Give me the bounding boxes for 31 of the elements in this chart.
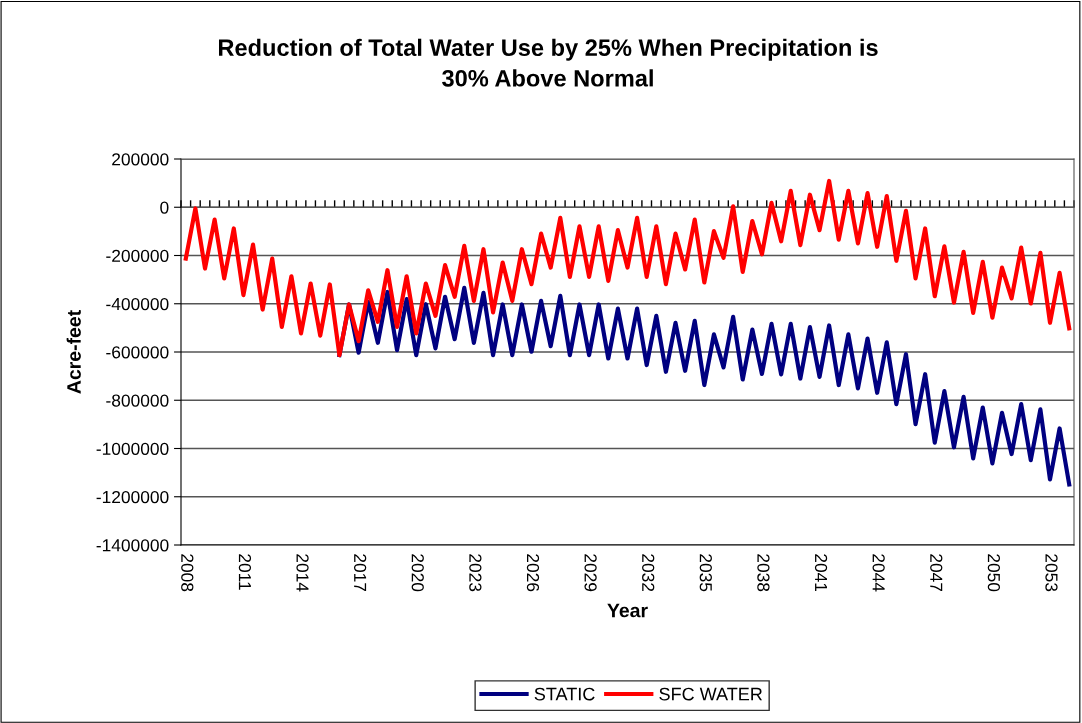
y-tick-label: -1400000 xyxy=(96,539,169,552)
y-axis-title: Acre-feet xyxy=(66,310,81,394)
x-tick-label: 2026 xyxy=(526,554,540,592)
chart-title: Reduction of Total Water Use by 25% When Precipitation is 30% Above Normal xyxy=(219,38,878,87)
y-tick-label: -200000 xyxy=(106,249,169,262)
x-tick-label: 2041 xyxy=(814,554,828,592)
x-tick-label: 2014 xyxy=(296,554,309,592)
x-tick-label: 2047 xyxy=(930,554,943,592)
y-tick-label: 0 xyxy=(160,201,169,214)
x-axis-title: Year xyxy=(607,603,648,618)
y-tick-label: -600000 xyxy=(106,346,169,359)
x-tick-label: 2053 xyxy=(1045,554,1058,592)
y-tick-label: -800000 xyxy=(106,394,169,407)
y-tick-label: 200000 xyxy=(112,153,169,166)
x-tick-label: 2020 xyxy=(411,554,424,592)
y-tick-label: -400000 xyxy=(106,297,169,311)
y-tick-label: -1000000 xyxy=(96,442,169,455)
x-tick-label: 2008 xyxy=(181,554,194,592)
line-series xyxy=(337,285,1072,487)
legend-label: STATIC xyxy=(534,687,595,701)
x-tick-label: 2050 xyxy=(987,554,1001,592)
x-tick-label: 2011 xyxy=(238,554,252,590)
x-tick-label: 2035 xyxy=(699,554,712,592)
x-tick-label: 2032 xyxy=(642,554,655,592)
x-tick-label: 2023 xyxy=(469,554,482,592)
y-tick-label: -1200000 xyxy=(96,490,169,504)
x-tick-label: 2038 xyxy=(757,554,770,592)
x-tick-label: 2029 xyxy=(584,554,597,592)
x-tick-label: 2017 xyxy=(353,554,367,592)
x-tick-label: 2044 xyxy=(872,554,885,592)
legend-label: SFC WATER xyxy=(659,687,763,701)
